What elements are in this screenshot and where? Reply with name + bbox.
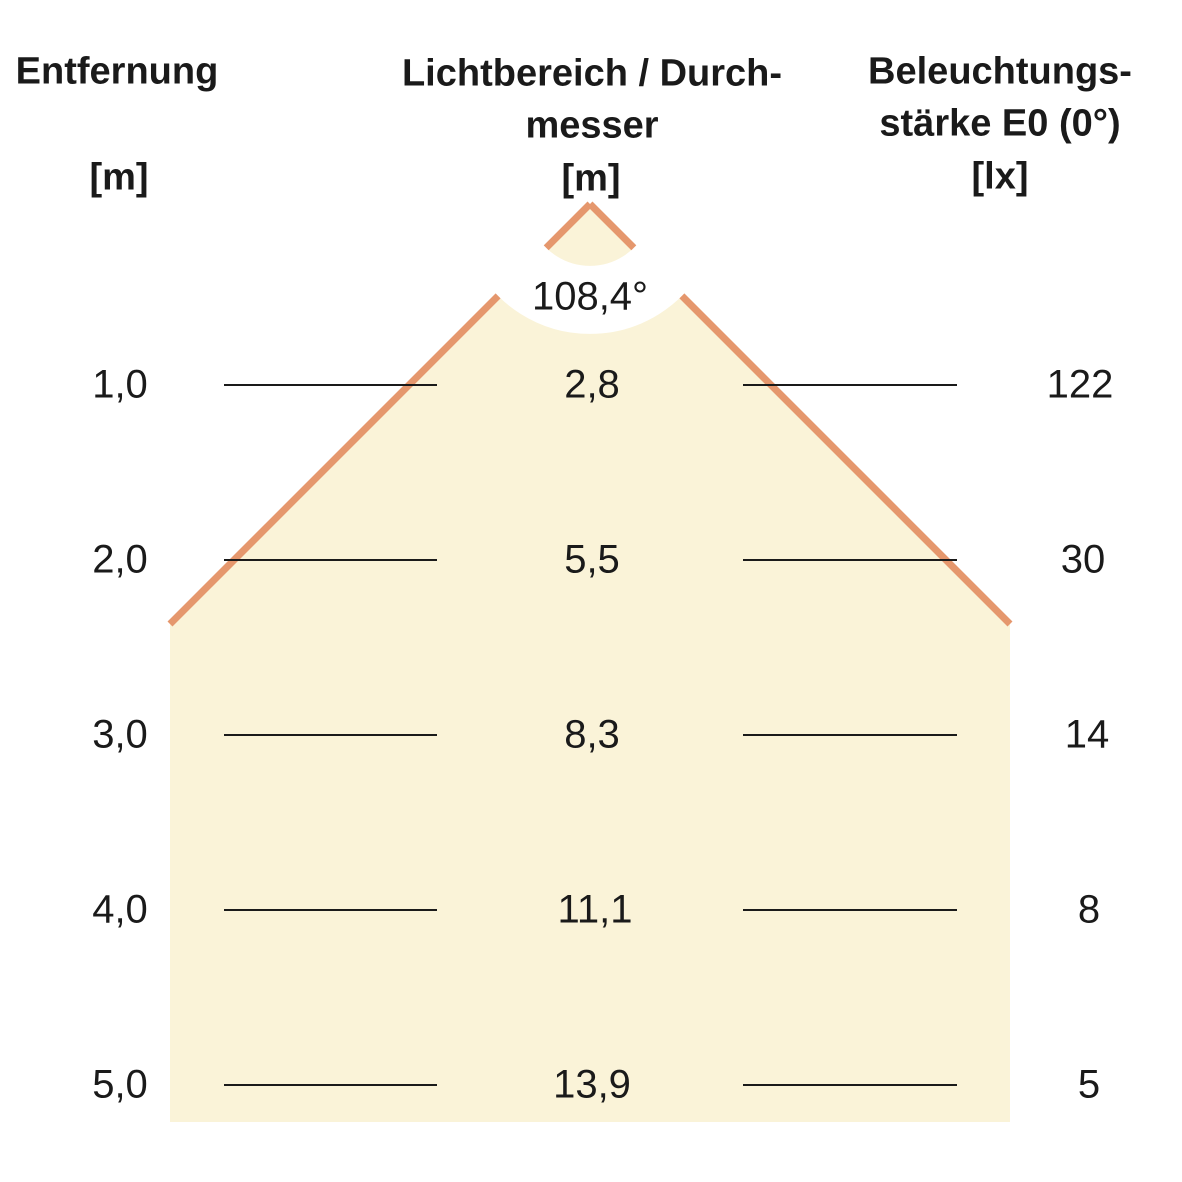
beam-cone-fill bbox=[170, 204, 1010, 1122]
col-distance-title: Entfernung bbox=[15, 50, 219, 93]
col-diameter-unit: [m] bbox=[561, 157, 621, 200]
illuminance-value: 30 bbox=[1060, 537, 1106, 582]
col-illuminance-unit: [lx] bbox=[971, 155, 1029, 198]
beam-edge-apex-right bbox=[587, 201, 637, 251]
beam-angle-label: 108,4° bbox=[531, 274, 649, 319]
distance-value: 3,0 bbox=[92, 712, 148, 757]
beam-edge-apex-left bbox=[543, 201, 593, 251]
beam-angle-gap-band bbox=[477, 233, 703, 334]
col-distance-unit: [m] bbox=[89, 156, 149, 199]
illuminance-value: 8 bbox=[1077, 887, 1101, 932]
diameter-value: 13,9 bbox=[553, 1062, 631, 1107]
col-diameter-title-line1: Lichtbereich / Durch- bbox=[401, 52, 783, 95]
distance-value: 2,0 bbox=[92, 537, 148, 582]
illuminance-value: 5 bbox=[1077, 1062, 1101, 1107]
distance-value: 5,0 bbox=[92, 1062, 148, 1107]
distance-value: 1,0 bbox=[92, 362, 148, 407]
beam-edge-right bbox=[679, 293, 1013, 627]
diameter-value: 11,1 bbox=[557, 887, 633, 932]
diameter-value: 2,8 bbox=[564, 362, 620, 407]
col-diameter-title-line2: messer bbox=[525, 104, 659, 147]
beam-edge-left bbox=[167, 293, 501, 627]
col-illuminance-title-line2: stärke E0 (0°) bbox=[879, 102, 1121, 145]
illuminance-value: 14 bbox=[1064, 712, 1110, 757]
diameter-value: 5,5 bbox=[564, 537, 620, 582]
distance-value: 4,0 bbox=[92, 887, 148, 932]
col-illuminance-title-line1: Beleuchtungs- bbox=[868, 50, 1132, 93]
diameter-value: 8,3 bbox=[564, 712, 620, 757]
illuminance-value: 122 bbox=[1046, 362, 1114, 407]
